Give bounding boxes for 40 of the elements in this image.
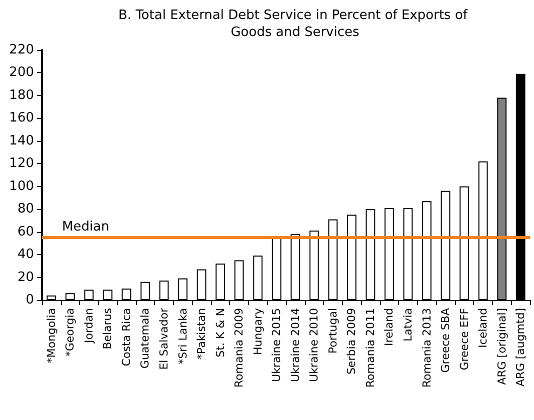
y-tick-label: 100 xyxy=(9,178,34,194)
x-tick-label: Ukraine 2015 xyxy=(270,308,284,382)
x-tick-label: Latvia xyxy=(402,308,414,342)
chart-title: B. Total External Debt Service in Percent of Exports of Goods and Services xyxy=(118,8,472,40)
x-tick-label: Ireland xyxy=(382,308,396,346)
x-tick-label: Romania 2009 xyxy=(232,308,246,388)
y-tick-label: 180 xyxy=(9,88,34,103)
x-tick-label: Jordan xyxy=(82,308,96,344)
x-tick-label: El Salvador xyxy=(158,308,170,370)
x-tick-label: ARG [augmtd] xyxy=(514,308,528,386)
y-tick-label: 0 xyxy=(26,292,34,308)
y-tick-label: 40 xyxy=(17,247,34,262)
x-tick-label: Costa Rica xyxy=(120,308,133,366)
x-tick-label: *Georgia xyxy=(64,308,77,357)
y-tick-label: 140 xyxy=(9,133,34,148)
x-tick-label: Iceland xyxy=(476,308,490,348)
y-tick-label: 160 xyxy=(9,110,34,126)
y-tick-label: 120 xyxy=(9,156,34,172)
y-tick-label: 220 xyxy=(9,42,34,58)
x-tick-label: *Mongolia xyxy=(44,308,58,364)
x-tick-label: Romania 2013 xyxy=(420,308,434,388)
x-tick-label: Ukraine 2014 xyxy=(288,308,302,382)
x-tick-label: *Sri Lanka xyxy=(176,308,190,364)
x-tick-label: Guatemala xyxy=(138,308,152,369)
y-tick-label: 200 xyxy=(9,65,34,80)
x-tick-label: Hungary xyxy=(251,308,264,355)
x-tick-label: Romania 2011 xyxy=(364,308,377,388)
y-tick-label: 20 xyxy=(17,270,34,285)
x-tick-label: St. K & N xyxy=(214,308,227,358)
x-tick-label: ARG [original] xyxy=(495,308,508,385)
x-tick-label: *Pakistan xyxy=(195,308,208,360)
x-tick-label: Serbia 2009 xyxy=(345,308,358,375)
x-tick-label: Greece SBA xyxy=(439,308,452,373)
y-tick-label: 60 xyxy=(17,224,34,240)
y-tick-label: 80 xyxy=(17,202,34,217)
x-tick-label: Belarus xyxy=(101,308,114,350)
x-tick-label: Portugal xyxy=(326,308,340,354)
x-tick-label: Ukraine 2010 xyxy=(308,308,321,382)
x-tick-label: Greece EFF xyxy=(458,308,471,370)
ref-line-label: Median xyxy=(62,220,110,234)
